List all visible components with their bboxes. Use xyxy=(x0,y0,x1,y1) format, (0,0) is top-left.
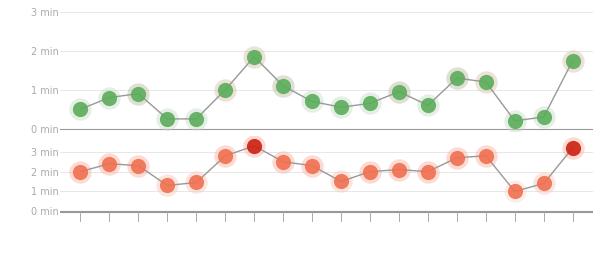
Point xyxy=(423,169,433,174)
Point xyxy=(539,181,548,186)
Point xyxy=(394,89,404,94)
Point xyxy=(249,144,259,148)
Point xyxy=(394,168,404,172)
Point xyxy=(365,169,375,174)
Point xyxy=(134,91,143,96)
Point xyxy=(278,84,288,88)
Point xyxy=(249,144,259,148)
Point xyxy=(539,181,548,186)
Point xyxy=(568,58,577,63)
Point xyxy=(365,101,375,106)
Point xyxy=(191,117,201,121)
Point xyxy=(134,163,143,168)
Point xyxy=(510,119,520,123)
Point xyxy=(337,179,346,184)
Point xyxy=(452,76,462,80)
Point xyxy=(307,163,317,168)
Point xyxy=(452,156,462,160)
Point xyxy=(76,169,85,174)
Point xyxy=(249,55,259,59)
Point xyxy=(423,103,433,107)
Point xyxy=(452,76,462,80)
Point xyxy=(365,101,375,106)
Point xyxy=(220,88,230,92)
Point xyxy=(134,91,143,96)
Point xyxy=(278,160,288,164)
Point xyxy=(510,119,520,123)
Point xyxy=(134,163,143,168)
Point xyxy=(163,117,172,121)
Point xyxy=(163,183,172,188)
Point xyxy=(481,80,491,84)
Point xyxy=(337,105,346,109)
Point xyxy=(481,80,491,84)
Point xyxy=(481,154,491,158)
Point xyxy=(220,154,230,158)
Point xyxy=(337,179,346,184)
Point xyxy=(510,189,520,194)
Point xyxy=(539,115,548,119)
Point xyxy=(105,95,114,100)
Point xyxy=(452,156,462,160)
Point xyxy=(163,183,172,188)
Point xyxy=(76,107,85,111)
Point xyxy=(568,146,577,150)
Point xyxy=(568,58,577,63)
Point xyxy=(568,146,577,150)
Point xyxy=(365,169,375,174)
Point xyxy=(481,154,491,158)
Point xyxy=(394,89,404,94)
Point xyxy=(307,99,317,104)
Point xyxy=(220,154,230,158)
Point xyxy=(337,105,346,109)
Point xyxy=(249,55,259,59)
Point xyxy=(220,88,230,92)
Point xyxy=(191,180,201,185)
Point xyxy=(278,160,288,164)
Point xyxy=(307,163,317,168)
Point xyxy=(105,95,114,100)
Point xyxy=(307,99,317,104)
Point xyxy=(191,180,201,185)
Point xyxy=(76,107,85,111)
Point xyxy=(278,84,288,88)
Point xyxy=(105,162,114,166)
Point xyxy=(191,117,201,121)
Point xyxy=(423,169,433,174)
Point xyxy=(76,169,85,174)
Point xyxy=(163,117,172,121)
Point xyxy=(105,162,114,166)
Point xyxy=(394,168,404,172)
Point xyxy=(510,189,520,194)
Point xyxy=(539,115,548,119)
Point xyxy=(423,103,433,107)
